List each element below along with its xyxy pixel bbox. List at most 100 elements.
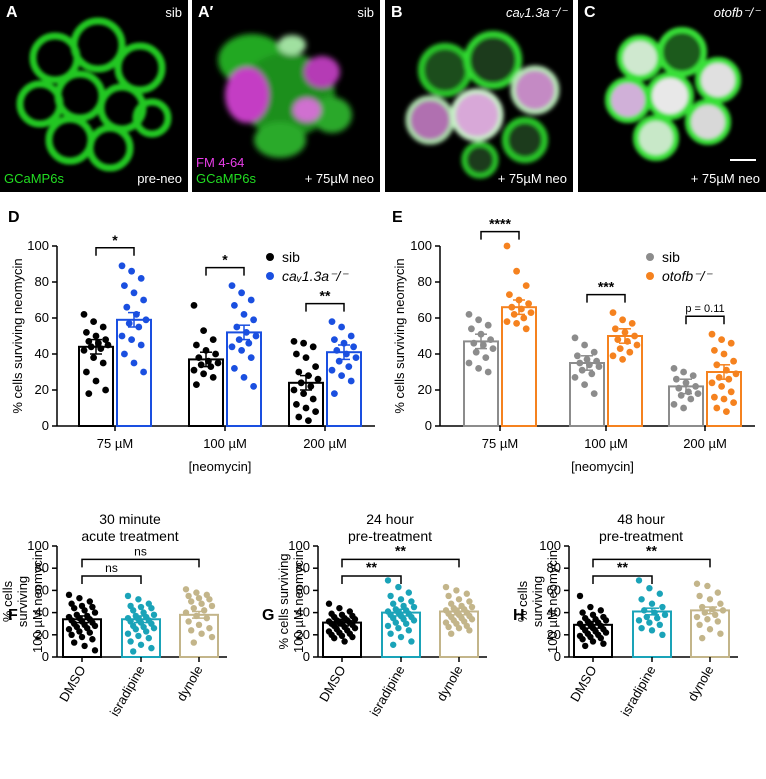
- data-point: [638, 624, 645, 632]
- chart-d: D 0 20 40 60 80 100% cells surviving neomycin 7…: [8, 209, 375, 474]
- y-tick-label: 0: [42, 418, 49, 433]
- data-point: [99, 323, 107, 331]
- bar: [326, 351, 362, 428]
- condition-label: + 75µM neo: [690, 171, 760, 186]
- data-point: [455, 624, 463, 632]
- data-point: [465, 311, 473, 318]
- significance-bracket: [592, 558, 711, 568]
- data-point: [190, 302, 198, 309]
- data-point: [673, 375, 680, 383]
- data-point: [89, 636, 96, 643]
- data-point: [338, 372, 345, 379]
- data-point: [243, 329, 250, 336]
- data-point: [410, 603, 418, 611]
- significance-label: ****: [489, 216, 511, 232]
- significance-label: **: [395, 542, 406, 558]
- data-point: [593, 357, 600, 365]
- x-tick-label: 75 µM: [97, 436, 133, 451]
- y-tick-label: 60: [418, 310, 432, 325]
- data-point: [148, 644, 155, 652]
- data-point: [81, 607, 88, 614]
- data-point: [518, 305, 525, 313]
- y-tick-label: 100: [27, 538, 49, 553]
- micrograph-a-prime-image: [218, 34, 352, 158]
- data-point: [480, 341, 487, 349]
- y-tick-label: 40: [35, 346, 49, 361]
- data-point: [209, 336, 217, 343]
- data-point: [489, 345, 497, 352]
- legend-marker: [266, 253, 274, 261]
- significance-label: ns: [134, 544, 147, 558]
- significance-label: *: [222, 252, 228, 268]
- data-point: [250, 316, 257, 324]
- data-point: [619, 316, 626, 324]
- panel-letter: C: [584, 4, 596, 21]
- legend-label: otofb⁻/⁻: [662, 268, 713, 284]
- data-point: [510, 311, 518, 318]
- significance-label: **: [320, 288, 331, 304]
- data-point: [659, 603, 666, 611]
- panel-letter: A′: [198, 4, 214, 21]
- significance-bracket: [305, 302, 345, 312]
- data-point: [408, 638, 415, 645]
- significance-bracket: [586, 293, 626, 303]
- data-point: [302, 404, 310, 412]
- data-point: [188, 598, 195, 605]
- micrograph-c-image: [605, 27, 756, 161]
- data-point: [182, 609, 190, 616]
- data-point: [475, 316, 482, 324]
- data-point: [713, 361, 721, 369]
- condition-label: pre-neo: [137, 171, 182, 186]
- data-point: [209, 374, 217, 381]
- data-point: [247, 296, 255, 304]
- data-point: [661, 611, 669, 619]
- y-tick-label: 20: [547, 627, 561, 642]
- data-point: [347, 377, 355, 385]
- significance-label: *: [112, 232, 118, 248]
- data-point: [195, 594, 203, 602]
- data-point: [290, 386, 298, 394]
- panel-letter: D: [8, 209, 20, 226]
- data-point: [453, 587, 460, 594]
- data-point: [331, 390, 338, 397]
- y-tick-label: 100: [288, 538, 310, 553]
- genotype-label: caᵥ1.3a⁻/⁻: [505, 5, 567, 20]
- data-point: [648, 627, 656, 634]
- data-point: [333, 347, 341, 354]
- data-point: [212, 350, 220, 358]
- data-point: [408, 598, 415, 605]
- significance-bracket: [592, 575, 653, 584]
- data-point: [709, 606, 716, 613]
- data-point: [506, 291, 513, 298]
- data-point: [228, 282, 236, 289]
- data-point: [118, 262, 126, 270]
- data-point: [351, 624, 359, 632]
- x-tick-label: DMSO: [316, 663, 348, 704]
- data-point: [720, 350, 728, 358]
- data-point: [90, 318, 97, 325]
- data-point: [597, 634, 604, 642]
- data-point: [732, 370, 740, 378]
- y-tick-label: 60: [35, 310, 49, 325]
- micrograph-a: A sib GCaMP6s pre-neo: [0, 0, 188, 192]
- data-point: [522, 325, 530, 333]
- data-point: [626, 348, 634, 356]
- data-point: [579, 636, 586, 643]
- data-point: [137, 275, 145, 282]
- data-point: [247, 354, 255, 361]
- x-tick-label: dynole: [433, 663, 465, 704]
- data-point: [295, 413, 303, 421]
- data-point: [656, 590, 663, 597]
- data-point: [352, 354, 360, 361]
- chart-title: 48 hour: [617, 511, 665, 527]
- data-point: [193, 381, 200, 388]
- data-point: [468, 616, 476, 623]
- data-point: [331, 634, 338, 642]
- data-point: [717, 630, 724, 637]
- data-point: [233, 323, 241, 331]
- significance-label: ***: [598, 279, 615, 295]
- legend-marker: [646, 253, 654, 261]
- x-tick-label: 75 µM: [482, 436, 518, 451]
- micrograph-b: B caᵥ1.3a⁻/⁻ + 75µM neo: [385, 0, 573, 192]
